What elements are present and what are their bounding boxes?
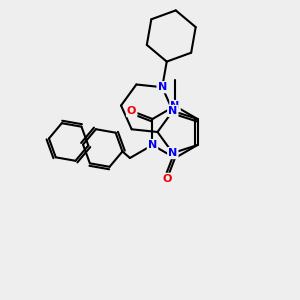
Text: N: N: [148, 140, 157, 150]
Text: N: N: [170, 101, 180, 111]
Text: O: O: [162, 174, 172, 184]
Text: O: O: [127, 106, 136, 116]
Text: N: N: [158, 82, 167, 92]
Text: N: N: [168, 148, 177, 158]
Text: N: N: [168, 106, 177, 116]
